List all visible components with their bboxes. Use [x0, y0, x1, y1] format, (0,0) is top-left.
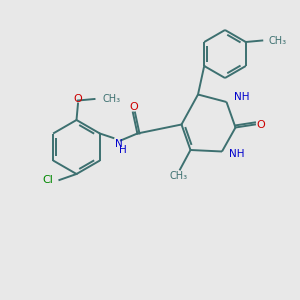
Text: O: O [74, 94, 82, 104]
Text: O: O [130, 102, 139, 112]
Text: CH₃: CH₃ [269, 35, 287, 46]
Text: Cl: Cl [43, 175, 53, 185]
Text: N: N [115, 139, 123, 148]
Text: NH: NH [229, 149, 244, 160]
Text: CH₃: CH₃ [103, 94, 121, 104]
Text: O: O [256, 119, 265, 130]
Text: CH₃: CH₃ [169, 171, 188, 181]
Text: NH: NH [234, 92, 250, 102]
Text: H: H [119, 145, 127, 154]
